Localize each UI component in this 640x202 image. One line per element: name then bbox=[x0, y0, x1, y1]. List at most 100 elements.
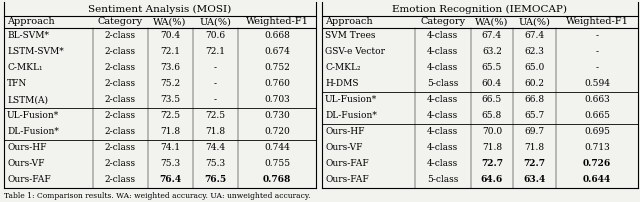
Text: 62.3: 62.3 bbox=[525, 47, 545, 57]
Text: UL-Fusion*: UL-Fusion* bbox=[325, 96, 377, 104]
Text: 2-class: 2-class bbox=[105, 47, 136, 57]
Text: H-DMS: H-DMS bbox=[325, 80, 358, 88]
Text: 2-class: 2-class bbox=[105, 176, 136, 184]
Text: Sentiment Analysis (MOSI): Sentiment Analysis (MOSI) bbox=[88, 4, 232, 14]
Text: -: - bbox=[595, 47, 598, 57]
Text: 72.5: 72.5 bbox=[160, 112, 180, 121]
Text: UL-Fusion*: UL-Fusion* bbox=[7, 112, 60, 121]
Text: 0.674: 0.674 bbox=[264, 47, 290, 57]
Text: 0.703: 0.703 bbox=[264, 96, 290, 104]
Text: 0.744: 0.744 bbox=[264, 143, 290, 153]
Text: 63.2: 63.2 bbox=[482, 47, 502, 57]
Text: 70.0: 70.0 bbox=[482, 127, 502, 137]
Text: LSTM(A): LSTM(A) bbox=[7, 96, 48, 104]
Text: 66.5: 66.5 bbox=[482, 96, 502, 104]
Text: 67.4: 67.4 bbox=[524, 32, 545, 40]
Text: -: - bbox=[595, 32, 598, 40]
Text: 72.7: 72.7 bbox=[524, 160, 545, 168]
Text: Weighted-F1: Weighted-F1 bbox=[566, 18, 628, 26]
Text: Emotion Recognition (IEMOCAP): Emotion Recognition (IEMOCAP) bbox=[392, 4, 568, 14]
Text: 2-class: 2-class bbox=[105, 160, 136, 168]
Text: Table 1: Comparison results. WA: weighted accuracy. UA: unweighted accuracy.: Table 1: Comparison results. WA: weighte… bbox=[4, 192, 310, 200]
Text: 76.4: 76.4 bbox=[159, 176, 181, 184]
Text: Category: Category bbox=[420, 18, 465, 26]
Text: BL-SVM*: BL-SVM* bbox=[7, 32, 49, 40]
Text: 71.8: 71.8 bbox=[205, 127, 225, 137]
Text: 65.5: 65.5 bbox=[482, 63, 502, 73]
Text: Ours-FAF: Ours-FAF bbox=[325, 176, 369, 184]
Text: DL-Fusion*: DL-Fusion* bbox=[325, 112, 377, 121]
Text: 2-class: 2-class bbox=[105, 127, 136, 137]
Text: 75.3: 75.3 bbox=[205, 160, 225, 168]
Text: Ours-HF: Ours-HF bbox=[7, 143, 47, 153]
Text: 2-class: 2-class bbox=[105, 32, 136, 40]
Text: TFN: TFN bbox=[7, 80, 28, 88]
Text: 2-class: 2-class bbox=[105, 112, 136, 121]
Text: 72.1: 72.1 bbox=[160, 47, 180, 57]
Text: 4-class: 4-class bbox=[428, 112, 458, 121]
Text: 66.8: 66.8 bbox=[524, 96, 545, 104]
Text: 0.730: 0.730 bbox=[264, 112, 290, 121]
Text: 4-class: 4-class bbox=[428, 127, 458, 137]
Text: 4-class: 4-class bbox=[428, 96, 458, 104]
Text: 71.8: 71.8 bbox=[482, 143, 502, 153]
Text: -: - bbox=[595, 63, 598, 73]
Text: Category: Category bbox=[98, 18, 143, 26]
Text: -: - bbox=[214, 63, 217, 73]
Text: 0.713: 0.713 bbox=[584, 143, 610, 153]
Text: 71.8: 71.8 bbox=[160, 127, 180, 137]
Text: 0.594: 0.594 bbox=[584, 80, 610, 88]
Text: 60.4: 60.4 bbox=[482, 80, 502, 88]
Text: Ours-HF: Ours-HF bbox=[325, 127, 365, 137]
Text: Weighted-F1: Weighted-F1 bbox=[246, 18, 308, 26]
Text: WA(%): WA(%) bbox=[154, 18, 187, 26]
Text: 67.4: 67.4 bbox=[482, 32, 502, 40]
Text: UA(%): UA(%) bbox=[200, 18, 231, 26]
Text: Approach: Approach bbox=[7, 18, 54, 26]
Text: 72.5: 72.5 bbox=[205, 112, 225, 121]
Text: Approach: Approach bbox=[325, 18, 372, 26]
Text: Ours-VF: Ours-VF bbox=[7, 160, 45, 168]
Text: 65.0: 65.0 bbox=[524, 63, 545, 73]
Text: 0.752: 0.752 bbox=[264, 63, 290, 73]
Text: 0.668: 0.668 bbox=[264, 32, 290, 40]
Text: 75.3: 75.3 bbox=[160, 160, 180, 168]
Text: 0.665: 0.665 bbox=[584, 112, 610, 121]
Text: GSV-e Vector: GSV-e Vector bbox=[325, 47, 385, 57]
Text: UA(%): UA(%) bbox=[518, 18, 550, 26]
Text: LSTM-SVM*: LSTM-SVM* bbox=[7, 47, 64, 57]
Text: -: - bbox=[214, 96, 217, 104]
Text: 70.4: 70.4 bbox=[160, 32, 180, 40]
Text: 74.1: 74.1 bbox=[160, 143, 180, 153]
Text: 2-class: 2-class bbox=[105, 143, 136, 153]
Text: 71.8: 71.8 bbox=[524, 143, 545, 153]
Text: 0.726: 0.726 bbox=[583, 160, 611, 168]
Text: 0.768: 0.768 bbox=[263, 176, 291, 184]
Text: 4-class: 4-class bbox=[428, 143, 458, 153]
Text: 4-class: 4-class bbox=[428, 32, 458, 40]
Text: Ours-FAF: Ours-FAF bbox=[7, 176, 51, 184]
Text: 0.663: 0.663 bbox=[584, 96, 610, 104]
Text: C-MKL₁: C-MKL₁ bbox=[7, 63, 42, 73]
Text: 4-class: 4-class bbox=[428, 47, 458, 57]
Text: WA(%): WA(%) bbox=[475, 18, 509, 26]
Text: 0.644: 0.644 bbox=[583, 176, 611, 184]
Text: 4-class: 4-class bbox=[428, 63, 458, 73]
Text: 2-class: 2-class bbox=[105, 96, 136, 104]
Text: 73.6: 73.6 bbox=[160, 63, 180, 73]
Text: 64.6: 64.6 bbox=[481, 176, 503, 184]
Text: 4-class: 4-class bbox=[428, 160, 458, 168]
Text: 60.2: 60.2 bbox=[525, 80, 545, 88]
Text: 0.760: 0.760 bbox=[264, 80, 290, 88]
Text: 73.5: 73.5 bbox=[160, 96, 180, 104]
Text: 70.6: 70.6 bbox=[205, 32, 225, 40]
Text: Ours-FAF: Ours-FAF bbox=[325, 160, 369, 168]
Text: 74.4: 74.4 bbox=[205, 143, 225, 153]
Text: 2-class: 2-class bbox=[105, 80, 136, 88]
Text: 0.755: 0.755 bbox=[264, 160, 290, 168]
Text: 72.1: 72.1 bbox=[205, 47, 225, 57]
Text: 75.2: 75.2 bbox=[160, 80, 180, 88]
Text: 5-class: 5-class bbox=[427, 176, 458, 184]
Text: 72.7: 72.7 bbox=[481, 160, 503, 168]
Text: 65.7: 65.7 bbox=[524, 112, 545, 121]
